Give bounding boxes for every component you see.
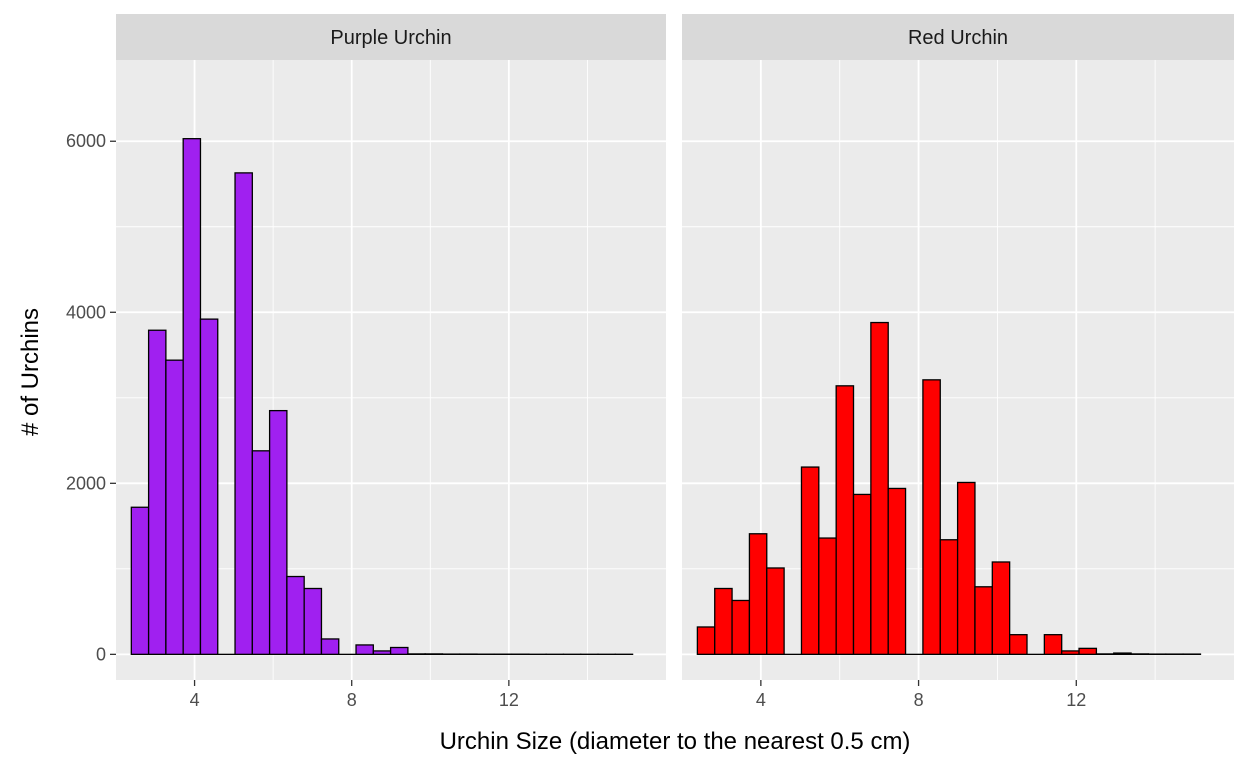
histogram-bar <box>251 450 271 655</box>
histogram-bar <box>320 638 340 655</box>
histogram-bar <box>766 567 785 655</box>
histogram-bar <box>748 533 768 655</box>
x-axis-title: Urchin Size (diameter to the nearest 0.5… <box>440 728 911 755</box>
histogram-bar <box>1078 647 1098 655</box>
histogram-bar <box>991 561 1011 655</box>
histogram-bar <box>355 644 374 655</box>
histogram-bar <box>182 138 202 655</box>
histogram-bar <box>800 466 820 655</box>
histogram-bar <box>268 409 288 655</box>
histogram-bar <box>1009 634 1028 655</box>
histogram-bar <box>714 587 733 655</box>
x-tick-label: 8 <box>347 690 357 710</box>
y-axis-ticks: 0 2000 4000 6000 <box>66 131 116 664</box>
histogram-bar <box>731 599 751 655</box>
y-tick-label: 6000 <box>66 131 106 151</box>
facet-panel-1: Red Urchin <box>682 14 1234 680</box>
facet-strip <box>682 14 1234 60</box>
histogram-bar <box>939 539 959 655</box>
histogram-bar <box>1043 634 1063 655</box>
histogram-bar <box>887 487 907 655</box>
x-tick-label: 12 <box>1066 690 1086 710</box>
histogram-bar <box>199 318 219 655</box>
histogram-bar <box>835 385 855 655</box>
y-axis-title: # of Urchins <box>17 308 44 436</box>
histogram-bar <box>303 587 323 655</box>
histogram-bar <box>147 329 167 655</box>
histogram-bar <box>974 586 993 655</box>
histogram-bar <box>234 172 253 655</box>
y-tick-label: 4000 <box>66 302 106 322</box>
histogram-bar <box>130 506 150 655</box>
histogram-bar <box>165 359 184 655</box>
y-tick-label: 0 <box>96 644 106 664</box>
facet-strip <box>116 14 666 60</box>
facet-strip-label: Red Urchin <box>908 27 1008 49</box>
histogram-bar <box>1061 650 1080 655</box>
facet-panels: Purple Urchin Red Urchin <box>116 14 1234 680</box>
histogram-bar <box>870 321 889 655</box>
x-tick-label: 4 <box>756 690 766 710</box>
histogram-bar <box>818 537 837 655</box>
histogram-bar <box>852 493 872 655</box>
histogram-bar <box>1113 652 1132 655</box>
x-tick-label: 4 <box>190 690 200 710</box>
histogram-bar <box>922 379 941 655</box>
x-tick-label: 8 <box>914 690 924 710</box>
histogram-bar <box>956 481 976 655</box>
histogram-bar <box>286 575 305 655</box>
histogram-bar <box>372 650 392 655</box>
histogram-bar <box>389 646 409 655</box>
x-tick-label: 12 <box>499 690 519 710</box>
x-axis-ticks: 4 8 12 4 8 12 <box>190 680 1086 710</box>
facet-strip-label: Purple Urchin <box>330 27 451 49</box>
histogram-bar <box>696 626 716 655</box>
y-tick-label: 2000 <box>66 473 106 493</box>
facet-panel-0: Purple Urchin <box>116 14 666 680</box>
